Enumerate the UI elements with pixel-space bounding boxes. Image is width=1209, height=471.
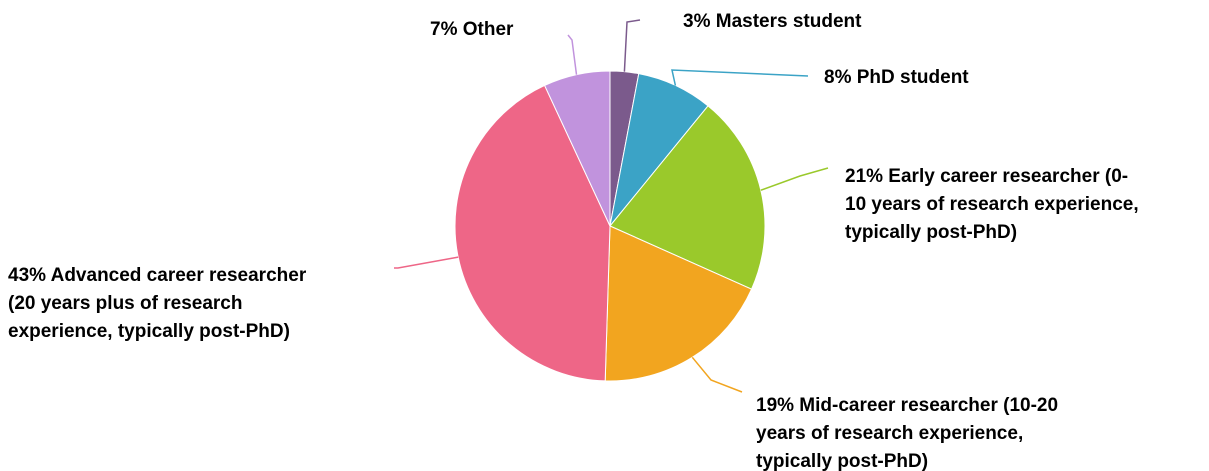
label-mid-career-line-3: typically post-PhD) — [756, 451, 929, 471]
label-other-line-1: 7% Other — [430, 19, 514, 40]
label-other: 7% Other — [430, 16, 513, 44]
label-advanced-career-line-1: 43% Advanced career researcher — [8, 265, 307, 286]
label-phd-student-line-1: 8% PhD student — [824, 67, 969, 88]
label-phd-student: 8% PhD student — [824, 64, 969, 92]
label-advanced-career-line-2: (20 years plus of research — [8, 293, 243, 314]
pie-slices — [454, 70, 766, 382]
leader-line-6 — [567, 34, 578, 75]
pie-slice-6-other — [543, 70, 611, 227]
label-early-career-line-2: 10 years of research experience, — [845, 194, 1139, 215]
label-mid-career-line-2: years of research experience, — [756, 423, 1024, 444]
leader-line-3 — [760, 167, 829, 191]
leader-line-4 — [691, 356, 743, 393]
label-early-career-line-1: 21% Early career researcher (0- — [845, 166, 1129, 187]
label-masters-student-line-1: 3% Masters student — [683, 11, 862, 32]
leader-line-2 — [671, 69, 809, 86]
label-mid-career-line-1: 19% Mid-career researcher (10-20 — [756, 395, 1059, 416]
label-masters-student: 3% Masters student — [683, 8, 861, 36]
label-advanced-career-line-3: experience, typically post-PhD) — [8, 321, 290, 342]
label-mid-career: 19% Mid-career researcher (10-20 years o… — [756, 392, 1058, 471]
label-early-career: 21% Early career researcher (0- 10 years… — [845, 163, 1139, 247]
label-advanced-career: 43% Advanced career researcher (20 years… — [8, 262, 306, 346]
leader-line-1 — [623, 19, 641, 72]
label-early-career-line-3: typically post-PhD) — [845, 222, 1018, 243]
leader-line-5 — [394, 256, 459, 269]
leader-lines — [394, 19, 829, 393]
